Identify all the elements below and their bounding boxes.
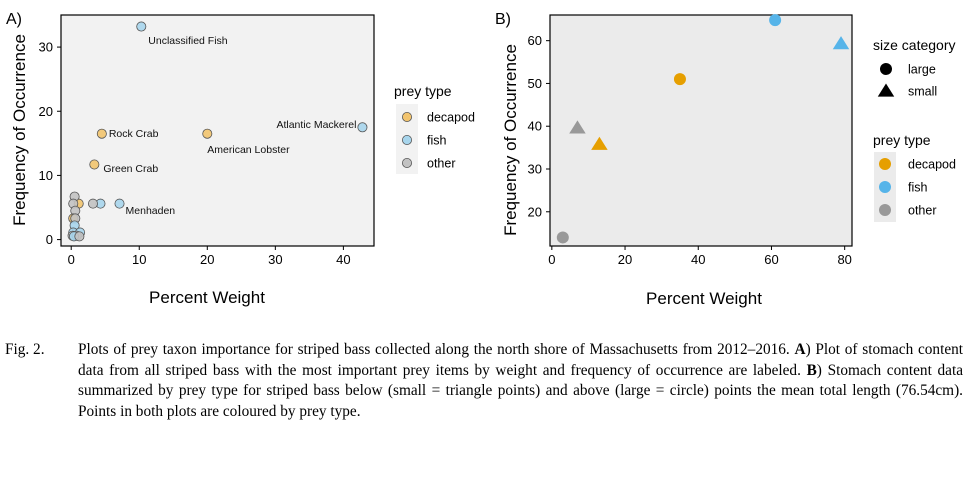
panel-b-plot-area (549, 14, 853, 247)
panel-b-point-decapod-large (673, 73, 686, 86)
panel-a-point-label: American Lobster (207, 144, 290, 156)
panel-a-y-tick-label: 10 (39, 168, 53, 183)
panel-b-legend-label: other (908, 204, 937, 218)
panel-a-plot-area (60, 14, 375, 247)
panel-b-x-tick-label: 40 (691, 252, 705, 267)
panel-b-prey-legend-entries: decapod fish other (879, 158, 956, 218)
panel-a-point-label: Green Crab (103, 163, 158, 175)
panel-b-y-tick-label: 20 (528, 204, 542, 219)
panel-a-point-decapod (202, 128, 213, 139)
panel-a-point-other (74, 231, 85, 242)
panel-b: B) 0 20 40 60 80 20 30 40 50 60 Percent Weight Fr… (495, 11, 956, 308)
panel-b-size-legend-label: small (908, 85, 937, 99)
panel-a-x-axis-title: Percent Weight (149, 288, 265, 307)
panel-b-legend-key-fish (879, 181, 891, 193)
panel-a-x-tick-label: 30 (268, 252, 282, 267)
panel-b-point-decapod-small (591, 136, 608, 150)
panel-b-size-legend-label: large (908, 63, 936, 77)
panel-a-x-tick-label: 10 (132, 252, 146, 267)
panel-b-legend-label: fish (908, 181, 928, 195)
panel-b-x-tick-label: 0 (548, 252, 555, 267)
panel-a-point-fish (136, 21, 147, 32)
panel-a-legend: prey type decapod fish other (394, 83, 475, 174)
panel-a: A) 0 10 20 30 40 0 10 20 30 Unclassified Fish Atl… (6, 11, 475, 307)
panel-b-y-tick-label: 40 (528, 119, 542, 134)
panel-a-point-label: Menhaden (126, 205, 176, 217)
panel-a-point-decapod (96, 128, 107, 139)
panel-a-legend-key-fish (401, 134, 412, 145)
panel-b-point-fish-large (769, 14, 782, 27)
panel-a-x-tick-label: 40 (336, 252, 350, 267)
panel-a-points: Unclassified Fish Atlantic Mackerel Americ… (67, 21, 368, 242)
panel-b-x-tick-label: 60 (764, 252, 778, 267)
panel-b-axes: 0 20 40 60 80 20 30 40 50 60 (528, 33, 852, 267)
panel-a-legend-key-decapod (401, 112, 412, 123)
panel-a-point-decapod (89, 159, 100, 170)
panel-b-size-legend-entries: large small (877, 63, 937, 99)
panel-a-y-axis-title: Frequency of Occurrence (10, 34, 29, 226)
panel-b-point-other-small (569, 120, 586, 134)
caption-text: Plots of prey taxon importance for strip… (78, 341, 964, 420)
panel-b-y-tick-label: 30 (528, 162, 542, 177)
panel-b-x-tick-label: 20 (618, 252, 632, 267)
panel-b-size-legend-title: size category (873, 37, 955, 53)
caption-figure-number: Fig. 2. (5, 341, 45, 358)
panel-b-legend-key-decapod (879, 158, 891, 170)
panel-b-point-fish-small (832, 36, 850, 50)
panel-a-legend-title: prey type (394, 83, 452, 99)
panel-b-points (556, 14, 850, 244)
panel-b-x-tick-label: 80 (837, 252, 851, 267)
panel-b-x-axis-title: Percent Weight (646, 289, 762, 308)
panel-a-legend-label: decapod (427, 111, 475, 125)
panel-a-point-fish (357, 122, 368, 133)
panel-a-y-tick-label: 0 (46, 232, 53, 247)
panel-a-legend-label: fish (427, 134, 447, 148)
panel-a-label: A) (6, 11, 22, 28)
panel-a-y-tick-label: 30 (39, 40, 53, 55)
panel-b-size-legend: size category large small (873, 37, 955, 99)
panel-a-point-label: Rock Crab (109, 128, 159, 140)
panel-b-size-key-triangle (877, 83, 895, 97)
panel-a-legend-entries: decapod fish other (401, 111, 475, 171)
panel-b-point-other-large (556, 231, 569, 244)
panel-b-prey-legend-title: prey type (873, 132, 931, 148)
panel-a-x-tick-label: 20 (200, 252, 214, 267)
panel-a-point-other (87, 198, 98, 209)
panel-a-x-tick-label: 0 (68, 252, 75, 267)
panel-a-legend-key-other (401, 157, 412, 168)
panel-b-label: B) (495, 11, 511, 28)
panel-b-y-axis-title: Frequency of Occurrence (501, 44, 520, 236)
panel-b-y-tick-label: 60 (528, 33, 542, 48)
panel-b-size-key-circle (880, 63, 892, 75)
panel-a-y-tick-label: 20 (39, 104, 53, 119)
panel-b-legend-key-other (879, 204, 891, 216)
panel-a-point-label: Unclassified Fish (148, 35, 228, 47)
panel-b-prey-legend: prey type decapod fish other (873, 132, 956, 222)
panel-a-point-fish (114, 198, 125, 209)
panel-a-legend-label: other (427, 157, 456, 171)
panel-b-y-tick-label: 50 (528, 76, 542, 91)
panel-b-legend-label: decapod (908, 158, 956, 172)
panel-a-point-label: Atlantic Mackerel (276, 119, 356, 131)
panel-a-axes: 0 10 20 30 40 0 10 20 30 (39, 40, 351, 267)
